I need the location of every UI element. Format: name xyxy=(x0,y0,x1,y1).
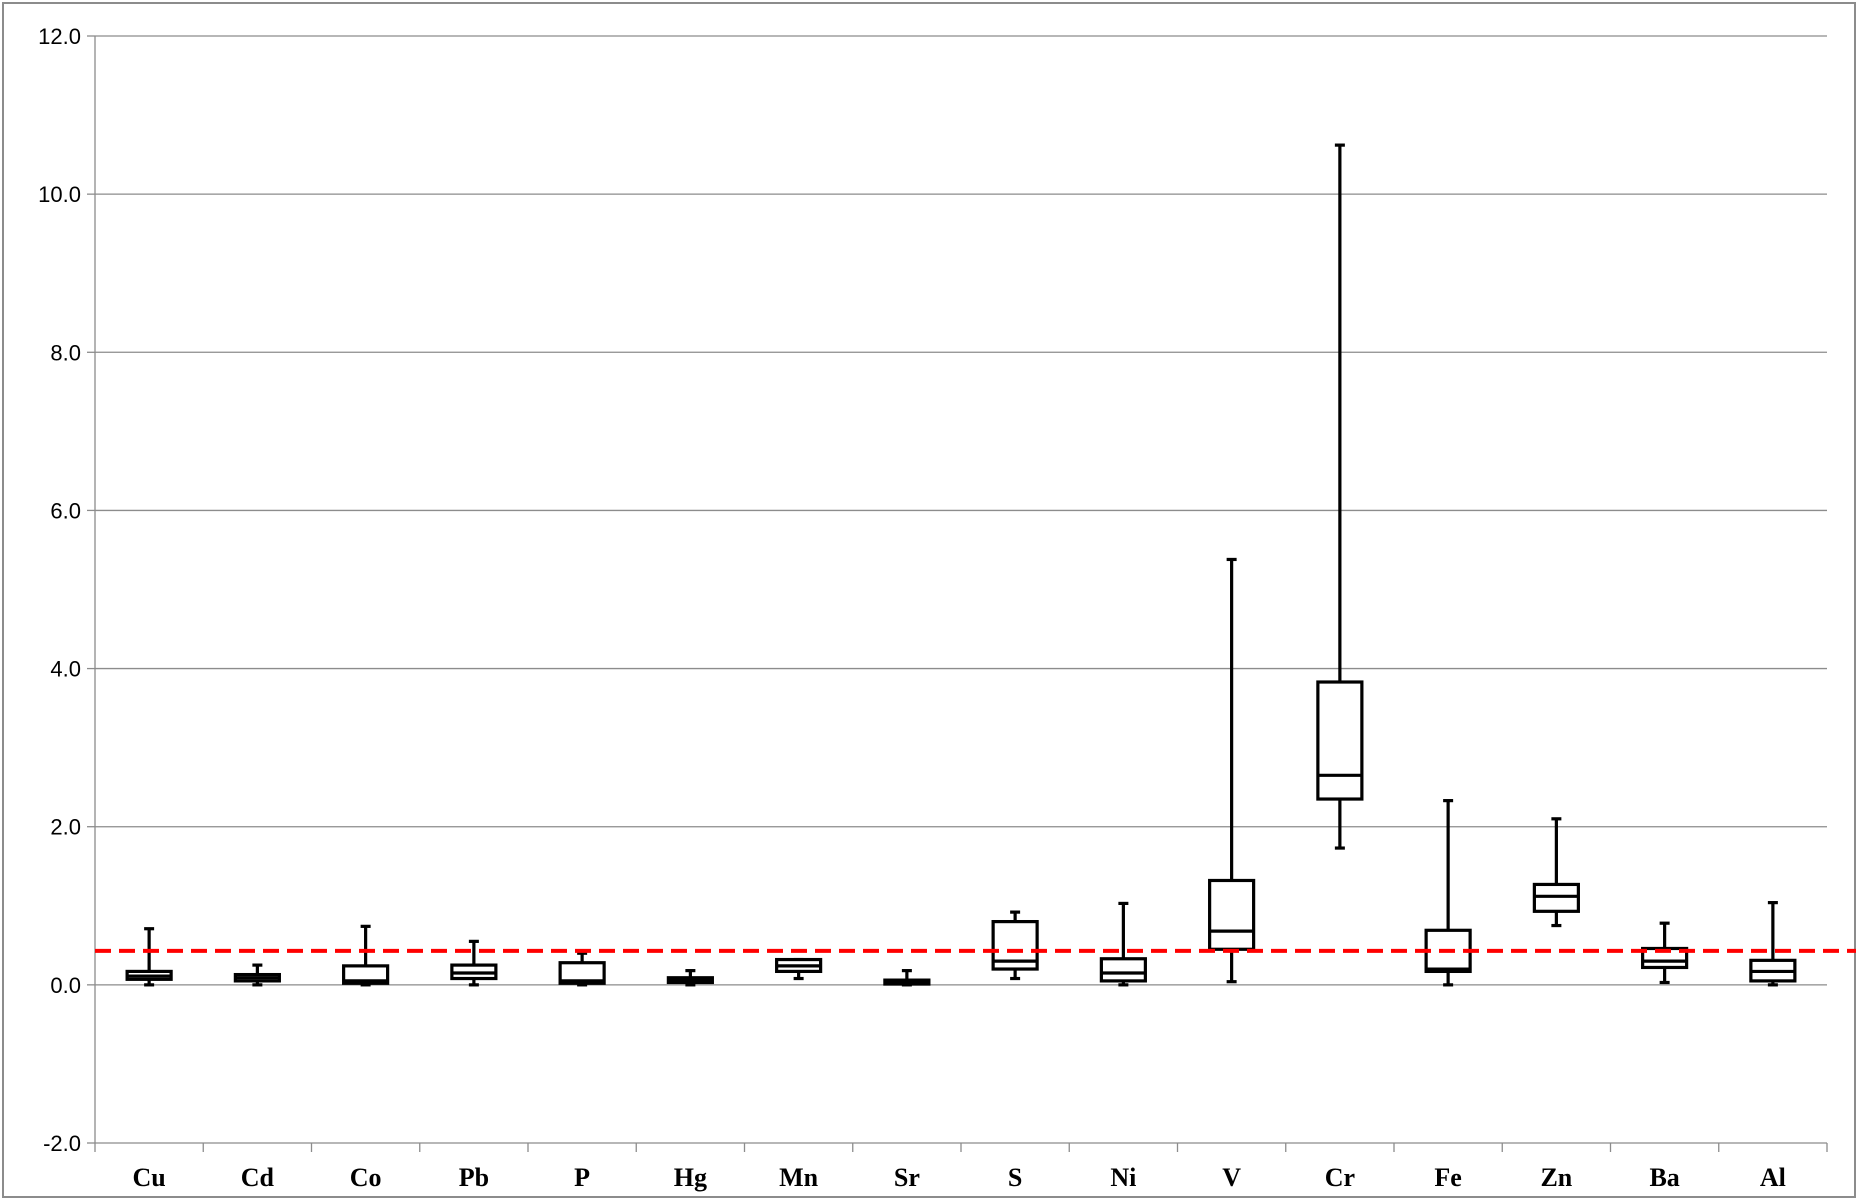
x-tick-label: Cd xyxy=(241,1163,275,1192)
x-tick-label: Zn xyxy=(1540,1163,1572,1192)
box-v xyxy=(1208,557,1256,984)
box-cr xyxy=(1316,143,1364,850)
y-tick-label: 0.0 xyxy=(50,973,81,998)
box-p xyxy=(558,951,606,987)
y-tick-label: -2.0 xyxy=(43,1131,81,1156)
iqr-box xyxy=(558,961,606,985)
box-pb xyxy=(450,939,498,987)
box-s xyxy=(991,910,1039,981)
x-tick-label: Hg xyxy=(674,1163,707,1192)
box-hg xyxy=(666,969,714,987)
x-tick-label: Ni xyxy=(1110,1163,1136,1192)
box-ba xyxy=(1641,921,1689,985)
x-tick-label: P xyxy=(574,1163,590,1192)
x-tick-label: V xyxy=(1222,1163,1241,1192)
iqr-box xyxy=(342,964,390,985)
x-tick-label: Co xyxy=(350,1163,382,1192)
x-tick-label: Cr xyxy=(1325,1163,1355,1192)
y-tick-label: 8.0 xyxy=(50,340,81,365)
y-axis: -2.0 0.0 2.0 4.0 6.0 8.0 10.0 12.0 xyxy=(38,24,96,1156)
box-fe xyxy=(1424,799,1472,987)
y-tick-label: 4.0 xyxy=(50,657,81,682)
box-cd xyxy=(233,963,281,987)
iqr-box xyxy=(1099,957,1147,983)
iqr-box xyxy=(1208,878,1256,951)
x-tick-label: Fe xyxy=(1434,1163,1461,1192)
x-tick-label: S xyxy=(1008,1163,1022,1192)
boxes xyxy=(125,143,1797,987)
x-tick-label: Al xyxy=(1760,1163,1786,1192)
box-mn xyxy=(775,957,823,981)
y-tick-label: 2.0 xyxy=(50,815,81,840)
x-tick-label: Mn xyxy=(779,1163,819,1192)
x-tick-label: Cu xyxy=(133,1163,166,1192)
box-zn xyxy=(1532,817,1580,928)
x-tick-label: Pb xyxy=(459,1163,489,1192)
box-al xyxy=(1749,901,1797,987)
box-cu xyxy=(125,927,173,987)
box-ni xyxy=(1099,901,1147,987)
y-tick-label: 12.0 xyxy=(38,24,81,49)
x-tick-label: Ba xyxy=(1649,1163,1679,1192)
box-sr xyxy=(883,969,931,987)
box-co xyxy=(342,924,390,987)
iqr-box xyxy=(1316,680,1364,801)
y-tick-label: 6.0 xyxy=(50,498,81,523)
x-axis: Cu Cd Co Pb P Hg Mn Sr S Ni V Cr Fe Zn Ba Al xyxy=(94,1143,1828,1192)
y-tick-label: 10.0 xyxy=(38,182,81,207)
x-tick-label: Sr xyxy=(894,1163,920,1192)
